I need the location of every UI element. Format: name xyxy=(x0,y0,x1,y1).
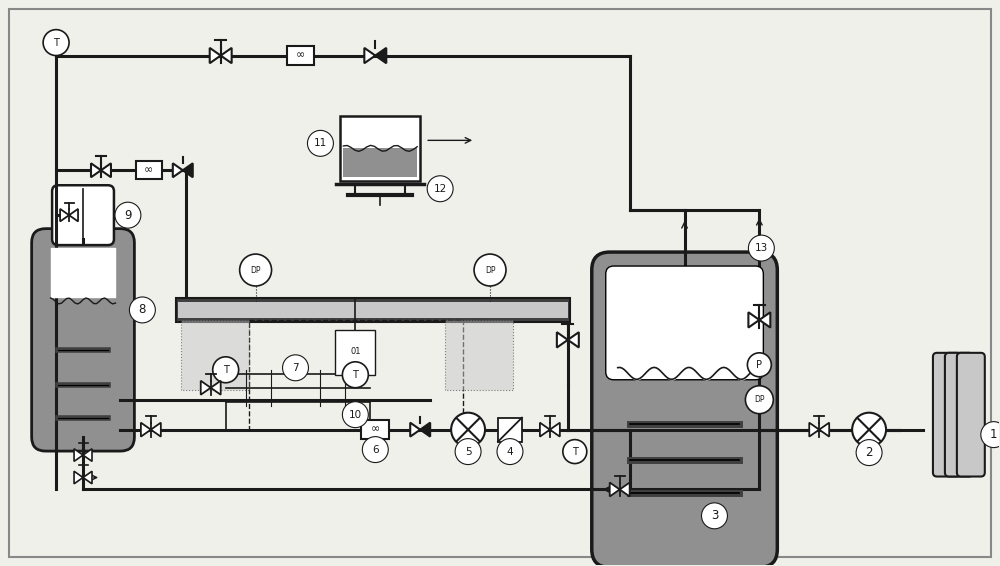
Polygon shape xyxy=(819,423,829,436)
Bar xyxy=(249,320,463,430)
Polygon shape xyxy=(748,312,759,328)
Polygon shape xyxy=(568,332,579,348)
Circle shape xyxy=(427,176,453,201)
Bar xyxy=(287,46,314,65)
Circle shape xyxy=(563,440,587,464)
Text: 1: 1 xyxy=(990,428,998,441)
Polygon shape xyxy=(74,471,83,484)
Circle shape xyxy=(213,357,239,383)
Circle shape xyxy=(342,362,368,388)
Text: DP: DP xyxy=(485,265,495,275)
Polygon shape xyxy=(74,449,83,461)
Text: 9: 9 xyxy=(124,209,132,222)
Polygon shape xyxy=(101,164,111,177)
Text: 3: 3 xyxy=(711,509,718,522)
Text: 12: 12 xyxy=(434,184,447,194)
Text: DP: DP xyxy=(250,265,261,275)
Circle shape xyxy=(852,413,886,447)
Bar xyxy=(361,420,389,439)
Text: T: T xyxy=(223,365,229,375)
FancyBboxPatch shape xyxy=(52,185,114,245)
Polygon shape xyxy=(610,482,620,496)
FancyBboxPatch shape xyxy=(606,266,763,380)
Text: 2: 2 xyxy=(865,446,873,459)
Text: 6: 6 xyxy=(372,444,379,454)
Polygon shape xyxy=(60,209,69,221)
Polygon shape xyxy=(410,423,420,436)
Polygon shape xyxy=(364,48,375,63)
Circle shape xyxy=(342,402,368,428)
Circle shape xyxy=(307,130,333,156)
Text: T: T xyxy=(572,447,578,457)
Circle shape xyxy=(362,436,388,462)
Text: 8: 8 xyxy=(139,303,146,316)
Circle shape xyxy=(745,386,773,414)
Circle shape xyxy=(451,413,485,447)
Bar xyxy=(498,418,522,441)
Circle shape xyxy=(981,422,1000,448)
Text: 7: 7 xyxy=(292,363,299,373)
Circle shape xyxy=(283,355,308,381)
Bar xyxy=(445,320,513,390)
Circle shape xyxy=(497,439,523,465)
Text: ∞: ∞ xyxy=(296,50,305,61)
Circle shape xyxy=(43,29,69,55)
FancyBboxPatch shape xyxy=(933,353,961,477)
Bar xyxy=(136,161,162,179)
Polygon shape xyxy=(557,332,568,348)
Polygon shape xyxy=(183,164,193,177)
Polygon shape xyxy=(211,381,221,395)
Polygon shape xyxy=(69,209,78,221)
Text: P: P xyxy=(756,360,762,370)
Polygon shape xyxy=(83,449,92,461)
Bar xyxy=(335,330,375,375)
FancyBboxPatch shape xyxy=(592,252,777,566)
Polygon shape xyxy=(759,312,770,328)
Circle shape xyxy=(856,440,882,466)
Polygon shape xyxy=(540,423,550,436)
Polygon shape xyxy=(141,423,151,436)
Bar xyxy=(181,320,249,390)
Text: 13: 13 xyxy=(755,243,768,253)
Circle shape xyxy=(240,254,272,286)
Text: 10: 10 xyxy=(349,410,362,419)
Bar xyxy=(343,148,417,177)
Circle shape xyxy=(474,254,506,286)
Bar xyxy=(178,302,568,318)
Polygon shape xyxy=(809,423,819,436)
Circle shape xyxy=(129,297,155,323)
Bar xyxy=(176,298,570,322)
Polygon shape xyxy=(173,164,183,177)
Text: ∞: ∞ xyxy=(371,424,380,435)
Circle shape xyxy=(748,235,774,261)
Text: T: T xyxy=(352,370,358,380)
Polygon shape xyxy=(375,48,386,63)
Text: 11: 11 xyxy=(314,138,327,148)
Polygon shape xyxy=(420,423,430,436)
Text: 4: 4 xyxy=(507,447,513,457)
Polygon shape xyxy=(221,48,232,63)
Circle shape xyxy=(702,503,727,529)
Polygon shape xyxy=(550,423,560,436)
Text: T: T xyxy=(53,37,59,48)
Polygon shape xyxy=(210,48,221,63)
Circle shape xyxy=(115,202,141,228)
Polygon shape xyxy=(151,423,161,436)
Text: 5: 5 xyxy=(465,447,471,457)
Polygon shape xyxy=(83,471,92,484)
FancyBboxPatch shape xyxy=(945,353,973,477)
Bar xyxy=(340,116,420,181)
Polygon shape xyxy=(201,381,211,395)
Text: ∞: ∞ xyxy=(144,165,153,175)
Circle shape xyxy=(747,353,771,377)
FancyBboxPatch shape xyxy=(957,353,985,477)
Circle shape xyxy=(455,439,481,465)
Text: 01: 01 xyxy=(350,348,361,357)
Polygon shape xyxy=(91,164,101,177)
Polygon shape xyxy=(620,482,630,496)
FancyBboxPatch shape xyxy=(32,229,134,451)
Text: DP: DP xyxy=(754,395,765,404)
